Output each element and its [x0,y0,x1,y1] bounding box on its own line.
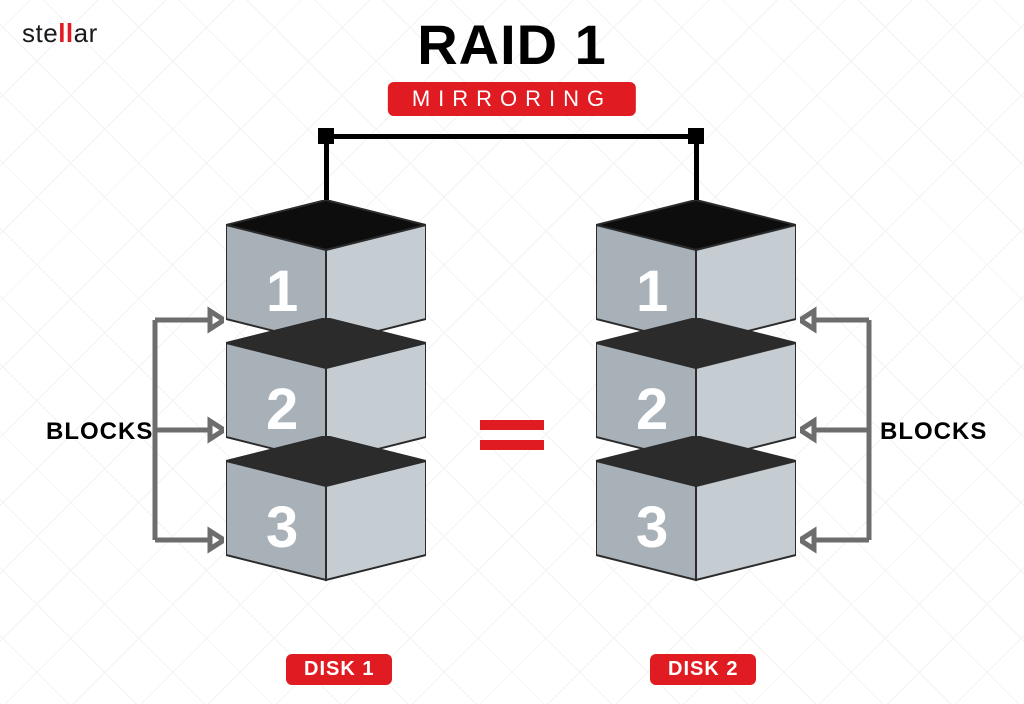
block-cube: 3 [596,436,796,566]
block-number: 3 [636,494,668,561]
blocks-label-left: BLOCKS [46,418,153,446]
diagram-title: RAID 1 [0,12,1024,77]
disk-label-2: DISK 2 [650,654,756,685]
block-number: 3 [266,494,298,561]
blocks-label-right: BLOCKS [880,418,987,446]
diagram-subtitle: MIRRORING [388,82,636,116]
disk-stack-2: 1 2 3 [596,200,796,554]
block-number: 1 [266,258,298,325]
disk-stack-1: 1 2 3 [226,200,426,554]
block-number: 2 [266,376,298,443]
block-cube: 2 [596,318,796,448]
block-number: 1 [636,258,668,325]
bracket-right [800,300,872,560]
block-number: 2 [636,376,668,443]
equals-bar-bottom [480,440,544,450]
disk-label-1: DISK 1 [286,654,392,685]
block-cube: 3 [226,436,426,566]
bracket-left [152,300,224,560]
block-cube: 1 [596,200,796,330]
block-cube: 1 [226,200,426,330]
equals-bar-top [480,420,544,430]
block-cube: 2 [226,318,426,448]
equals-icon [480,410,544,460]
connector-hbar [324,134,696,139]
